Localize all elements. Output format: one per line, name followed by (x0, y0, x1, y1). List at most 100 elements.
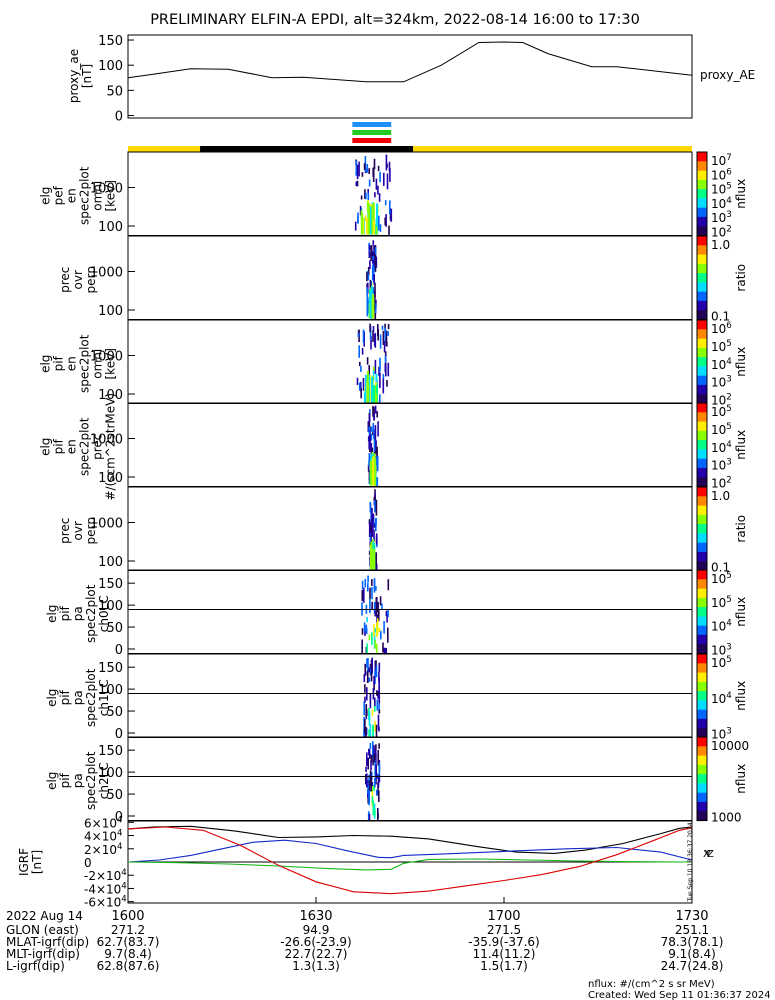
colorbar-swatch (697, 184, 707, 190)
spectrogram-cell (362, 378, 365, 391)
spectrogram-cell (364, 156, 367, 172)
panel-ylabel-line: elg (45, 605, 59, 623)
panel-ylabel-line: prec (91, 434, 105, 460)
colorbar-swatch (697, 254, 707, 260)
colorbar-swatch (697, 449, 707, 455)
spectrogram-cell (367, 794, 369, 804)
colorbar-swatch (697, 226, 707, 232)
colorbar-swatch (697, 487, 707, 493)
spectrogram-cell (385, 330, 388, 347)
spectrogram-cell (370, 335, 372, 350)
proxy-ae-ylabel: proxy_ae (67, 49, 81, 103)
spectrogram-cell (371, 796, 374, 804)
colorbar-swatch (697, 240, 707, 246)
colorbar-swatch (697, 510, 707, 516)
spectrogram-cell (371, 529, 374, 537)
spectrogram-cell (368, 677, 371, 683)
panel-ylabel-line: pif (58, 689, 72, 705)
spectrogram-cell (364, 189, 366, 199)
panel-ylabel-line: pif (52, 355, 66, 371)
spectrogram-cell (373, 297, 376, 310)
colorbar-swatch (697, 625, 707, 631)
spectrogram-cell (387, 331, 389, 336)
colorbar-swatch (697, 667, 707, 674)
spectrogram-cell (378, 743, 380, 749)
spectrogram-cell (379, 334, 382, 349)
spectrogram-cell (375, 563, 378, 571)
colorbar-swatch (697, 338, 707, 344)
spectrogram-cell (375, 744, 377, 750)
colorbar-title: nflux (734, 179, 748, 209)
colorbar-swatch (697, 672, 707, 678)
colorbar-swatch (697, 658, 707, 664)
colorbar-swatch (697, 305, 707, 311)
spectrogram-cell (363, 163, 366, 170)
spectrogram-cell (376, 411, 378, 418)
spectrogram-cell (371, 579, 373, 586)
colorbar: 1.0 0.1 ratio (696, 235, 748, 324)
spectrogram-cell (374, 759, 376, 776)
spectrogram-cell (368, 749, 371, 759)
spectrogram-cell (375, 178, 378, 190)
colorbar-swatch (697, 769, 707, 775)
colorbar-swatch (697, 561, 707, 567)
colorbar-swatch (697, 320, 707, 326)
spectrogram-cell (367, 781, 369, 795)
spectrogram-cell (378, 215, 380, 231)
colorbar-swatch (697, 198, 707, 204)
spectrogram-cell (369, 292, 372, 319)
colorbar-swatch (697, 273, 707, 279)
spectrogram-cell (370, 776, 373, 781)
spectrogram-cell (369, 323, 371, 333)
panel-ylabel-line: en (65, 356, 79, 371)
colorbar-swatch (697, 403, 707, 409)
spectrogram-cell (370, 245, 373, 256)
spectrogram-cell (363, 674, 366, 683)
spectrogram-cell (372, 265, 375, 278)
spectrogram-cell (357, 332, 360, 337)
spectrogram-cell (376, 699, 379, 711)
unit-note: nflux: #/(cm^2 s sr MeV) (588, 979, 715, 990)
ephemeris-value: 11.4(11.2) (473, 947, 536, 961)
spectrogram-cell (371, 709, 374, 717)
spectrogram-cell (372, 287, 375, 294)
panel-ylabel-line: spec2plot (78, 166, 92, 225)
colorbar-tick-label: 104 (711, 691, 732, 706)
colorbar-tick-label: 104 (711, 357, 732, 372)
spectrogram-cell (370, 541, 373, 570)
spectrogram-cell (374, 500, 376, 513)
spectrogram-cell (374, 247, 377, 255)
panel-ylabel-line: elg (45, 689, 59, 707)
spectrogram-cell (373, 437, 376, 452)
colorbar-swatch (697, 644, 707, 650)
colorbar-swatch (697, 597, 707, 603)
spectrogram-cell (367, 582, 369, 592)
spectrogram-cell (367, 301, 370, 314)
spectrogram-cell (368, 774, 370, 787)
panel-frame (127, 569, 693, 654)
colorbar-swatch (697, 556, 707, 562)
colorbar-swatch (697, 207, 707, 213)
spectrogram-cell (373, 429, 375, 439)
spectrogram-cell (371, 771, 373, 780)
colorbar-swatch (697, 542, 707, 548)
spectrogram-cell (367, 575, 369, 583)
colorbar-swatch (697, 500, 707, 507)
colorbar-tick-label: 106 (711, 321, 732, 336)
time-axis: 1600 1630 1700 1730 2022 Aug 14 (6, 897, 709, 924)
colorbar-swatch (697, 287, 707, 293)
panel-ytick-label: 1000 (90, 350, 123, 365)
spectrogram-cell (375, 440, 377, 451)
panel-ytick-label: 150 (98, 661, 123, 676)
spectrogram-cell (376, 618, 379, 627)
colorbar-tick-label: 1.0 (711, 238, 730, 252)
colorbar-swatch (697, 352, 707, 358)
colorbar-swatch (697, 175, 707, 181)
spectrogram-cell (358, 345, 360, 358)
igrf-ytick-label: -4×104 (84, 881, 127, 896)
colorbar-swatch (697, 421, 707, 427)
spectrogram-cell (378, 662, 381, 672)
spectrogram-cell (373, 413, 375, 421)
colorbar-swatch (697, 593, 707, 599)
colorbar-swatch (697, 737, 707, 743)
